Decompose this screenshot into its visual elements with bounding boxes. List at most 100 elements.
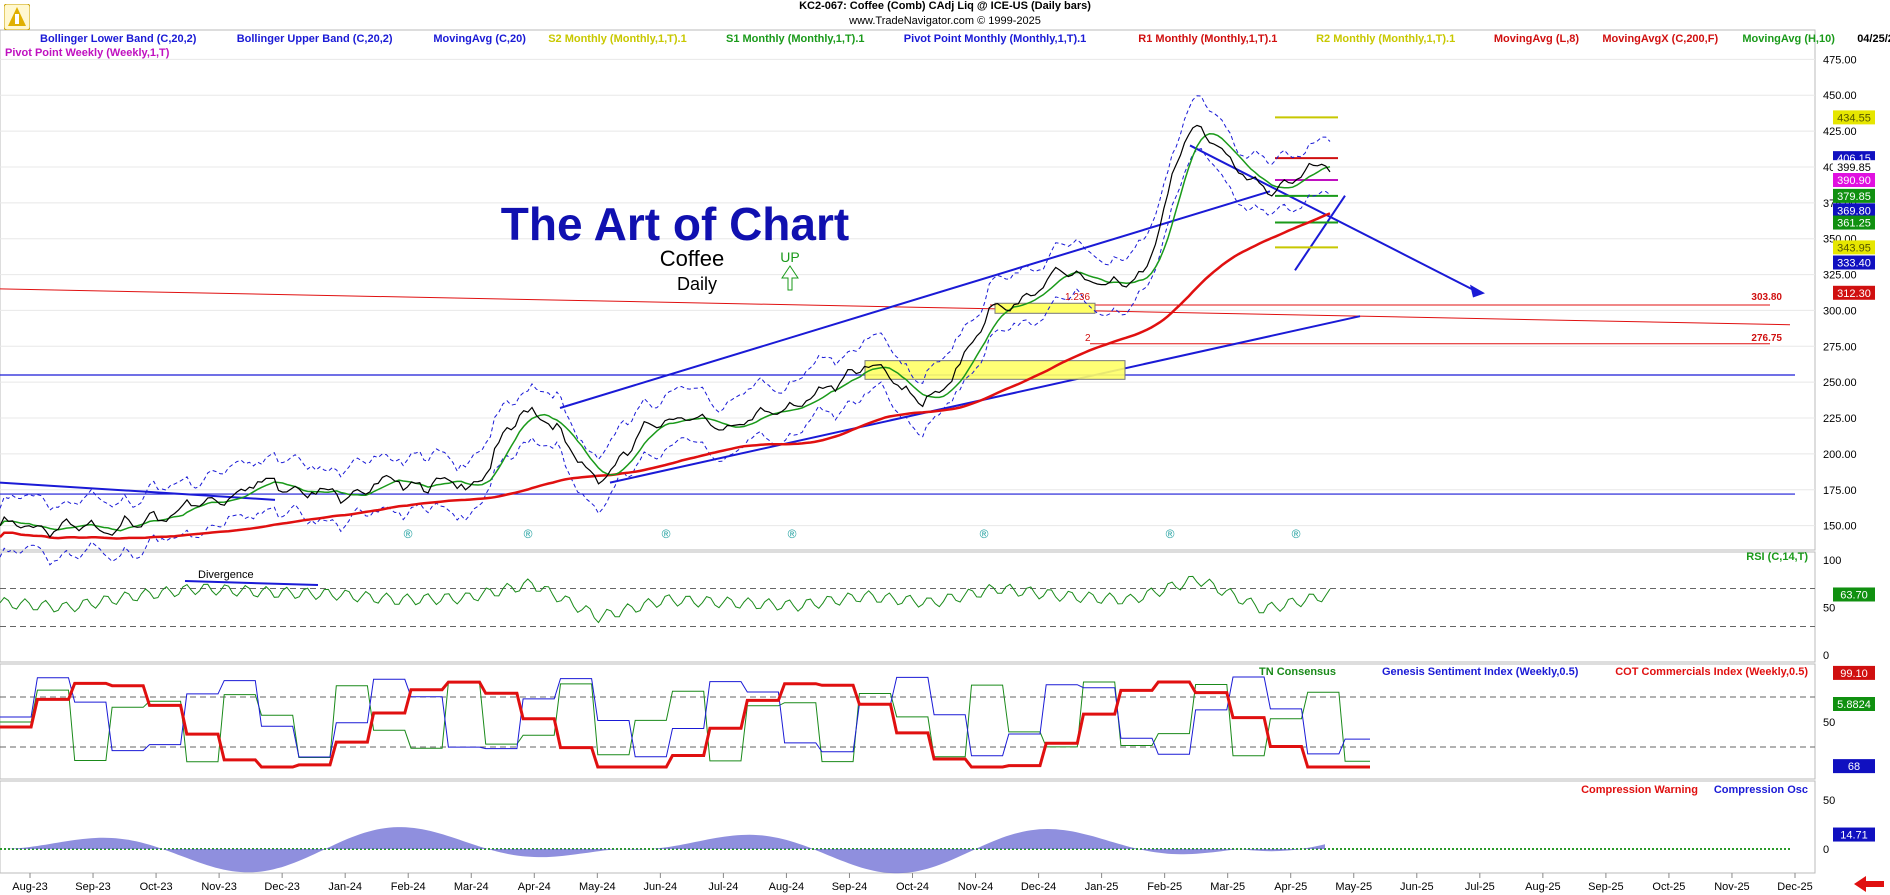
price-tag-label: 333.40 [1837,258,1871,270]
compression-tag [1833,827,1875,842]
legend-item: MovingAvg (H,10) [1742,33,1835,45]
coffee-label: Coffee [660,246,724,271]
price-tag-label: 343.95 [1837,242,1871,254]
legend-item: 04/25/2025 = 399.85 (+1.05) [1857,33,1890,45]
x-tick-label: Nov-25 [1714,881,1749,893]
price-tick-label: 250.00 [1823,377,1857,389]
sentiment-legend-item: COT Commercials Index (Weekly,0.5) [1615,666,1808,678]
price-tick-label: 150.00 [1823,521,1857,533]
price-panel [0,29,1816,551]
divergence-line [184,580,319,586]
r-marker-icon: ® [524,527,533,541]
chart-copyright: www.TradeNavigator.com © 1999-2025 [849,15,1041,27]
sentiment-last-value: 68 [1848,761,1860,773]
x-tick-label: Dec-24 [1021,881,1056,893]
price-tag [1833,110,1875,125]
compression-osc-area [0,827,1325,874]
rsi-panel [0,551,1816,663]
up-arrow-icon [781,265,799,291]
x-tick-label: May-25 [1335,881,1372,893]
rsi-line [0,575,1331,624]
scroll-back-arrow-icon[interactable] [1852,875,1886,893]
price-tag-label: 379.85 [1837,191,1871,203]
price-tag [1833,160,1875,175]
sentiment-tag [1833,665,1875,680]
r-marker-icon: ® [980,527,989,541]
x-tick-label: Apr-24 [518,881,551,893]
bollinger-lower-band [0,148,1331,566]
price-tag-label: 361.25 [1837,218,1871,230]
rsi-tick-label: 0 [1823,650,1829,662]
price-tick-label: 425.00 [1823,126,1857,138]
sentiment-last-value: 5.8824 [1837,699,1871,711]
sentiment-tag [1833,759,1875,774]
x-tick-label: Aug-23 [12,881,47,893]
price-tick-label: 325.00 [1823,270,1857,282]
price-tag [1833,173,1875,188]
rsi-tag [1833,587,1875,602]
x-tick-label: Jun-24 [644,881,678,893]
legend-item: R2 Monthly (Monthly,1,T).1 [1316,33,1455,45]
x-tick-label: Jan-25 [1085,881,1119,893]
bollinger-upper-band [0,95,1331,511]
r-marker-icon: ® [1292,527,1301,541]
daily-label: Daily [677,274,717,294]
sentiment-tick-label: 50 [1823,717,1835,729]
legend-item: MovingAvg (L,8) [1494,33,1579,45]
sentiment-tag [1833,697,1875,711]
tn-consensus-line [0,681,1370,763]
price-tag-label: 369.80 [1837,205,1871,217]
r-marker-icon: ® [1166,527,1175,541]
consolidation-box [994,302,1096,314]
price-tick-label: 175.00 [1823,485,1857,497]
compression-last-value: 14.71 [1840,830,1868,842]
sentiment-last-value: 99.10 [1840,668,1868,680]
price-tag-label: 399.85 [1837,162,1871,174]
legend-item: Bollinger Lower Band (C,20,2) [40,33,197,45]
fib-2-label: 2 [1085,333,1091,344]
x-tick-label: Feb-25 [1147,881,1182,893]
trade-navigator-logo [4,4,30,30]
r-marker-icon: ® [788,527,797,541]
up-label: UP [780,249,799,265]
price-tag [1833,203,1875,218]
projection-line [1189,144,1481,295]
rsi-tick-label: 100 [1823,555,1841,567]
legend-item: MovingAvgX (C,200,F) [1602,33,1718,45]
art-of-chart-title: The Art of Chart [501,198,849,250]
price-tag-label: 390.90 [1837,175,1871,187]
chart-title: KC2-067: Coffee (Comb) CAdj Liq @ ICE-US… [799,0,1091,12]
legend-item: S1 Monthly (Monthly,1,T).1 [726,33,865,45]
x-tick-label: Aug-24 [769,881,804,893]
price-tick-label: 475.00 [1823,54,1857,66]
x-tick-label: Jan-24 [328,881,362,893]
price-bars [0,124,1331,539]
legend-item-pivot-weekly: Pivot Point Weekly (Weekly,1,T) [5,47,170,59]
sentiment-panel [0,663,1816,780]
price-tag [1833,240,1875,255]
cot-commercials-line [0,680,1370,769]
price-tag [1833,215,1875,230]
trend-line-old [0,481,276,501]
compression-tick-label: 0 [1823,844,1829,856]
trend-line-short [1294,195,1346,271]
x-tick-label: Nov-24 [958,881,993,893]
x-tick-label: Mar-24 [454,881,489,893]
trend-line-upper [559,190,1271,409]
legend-item: Pivot Point Monthly (Monthly,1,T).1 [904,33,1087,45]
x-tick-label: Aug-25 [1525,881,1560,893]
x-tick-label: Jun-25 [1400,881,1434,893]
r-marker-icon: ® [404,527,413,541]
level-276-label: 276.75 [1751,333,1782,344]
legend-item: S2 Monthly (Monthly,1,T).1 [548,33,687,45]
x-tick-label: May-24 [579,881,616,893]
x-tick-label: Jul-24 [708,881,738,893]
price-tick-label: 200.00 [1823,449,1857,461]
x-tick-label: Sep-23 [75,881,110,893]
r-marker-icon: ® [662,527,671,541]
price-tag-label: 434.55 [1837,112,1871,124]
divergence-label: Divergence [198,569,254,581]
x-tick-label: Nov-23 [201,881,236,893]
x-tick-label: Dec-25 [1777,881,1812,893]
